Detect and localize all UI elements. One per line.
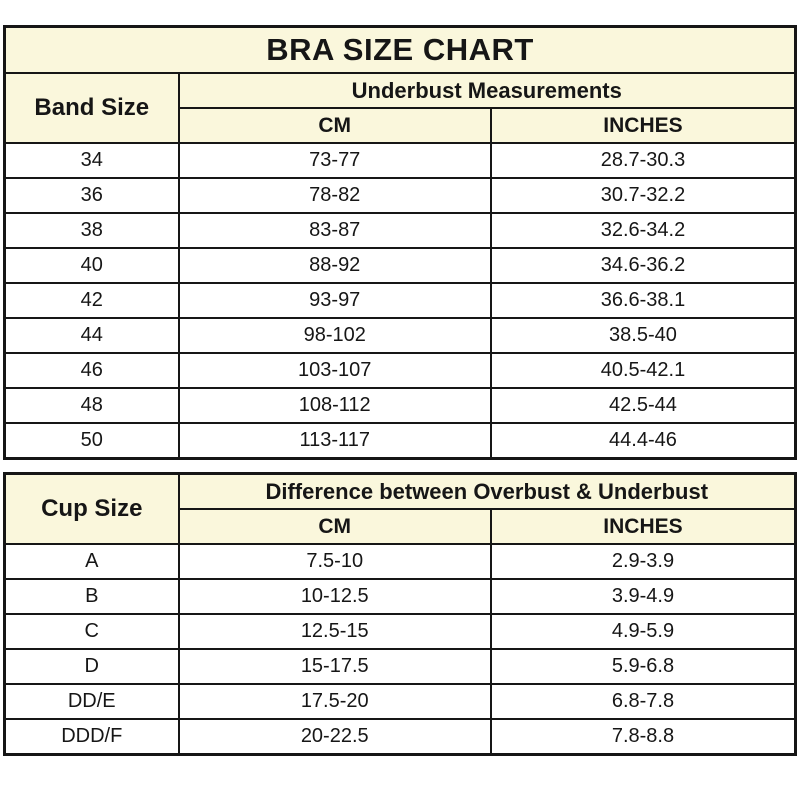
band-size-table-body: 34 73-77 28.7-30.3 36 78-82 30.7-32.2 38 83-87 3… <box>3 142 797 460</box>
value-cell: 7.5-10 <box>177 543 492 580</box>
table-row: 44 98-102 38.5-40 <box>3 317 797 354</box>
value-cell: 73-77 <box>177 142 492 179</box>
value-cell: 10-12.5 <box>177 578 492 615</box>
value-cell: 83-87 <box>177 212 492 249</box>
value-cell: 113-117 <box>177 422 492 460</box>
row-label-cell: C <box>3 613 180 650</box>
value-cell: 32.6-34.2 <box>489 212 797 249</box>
row-label-cell: DD/E <box>3 683 180 720</box>
row-label-cell: 46 <box>3 352 180 389</box>
value-cell: 28.7-30.3 <box>489 142 797 179</box>
value-cell: 78-82 <box>177 177 492 214</box>
table-row: 34 73-77 28.7-30.3 <box>3 142 797 179</box>
value-cell: 108-112 <box>177 387 492 424</box>
value-cell: 93-97 <box>177 282 492 319</box>
cm-header: CM <box>177 107 492 144</box>
value-cell: 20-22.5 <box>177 718 492 756</box>
table-row: B 10-12.5 3.9-4.9 <box>3 578 797 615</box>
value-cell: 38.5-40 <box>489 317 797 354</box>
row-label-cell: 44 <box>3 317 180 354</box>
row-label-cell: B <box>3 578 180 615</box>
sub-header-row: CM INCHES <box>5 508 797 545</box>
row-label-cell: 34 <box>3 142 180 179</box>
underbust-measurements-header: Underbust Measurements <box>177 72 797 109</box>
value-cell: 15-17.5 <box>177 648 492 685</box>
row-label-cell: A <box>3 543 180 580</box>
value-cell: 34.6-36.2 <box>489 247 797 284</box>
band-size-header: Band Size <box>3 72 180 144</box>
table-row: 42 93-97 36.6-38.1 <box>3 282 797 319</box>
value-cell: 40.5-42.1 <box>489 352 797 389</box>
inches-header: INCHES <box>489 107 797 144</box>
row-label-cell: D <box>3 648 180 685</box>
table-row: 50 113-117 44.4-46 <box>3 422 797 460</box>
table-row: 40 88-92 34.6-36.2 <box>3 247 797 284</box>
cup-size-table: Cup Size Difference between Overbust & U… <box>3 472 797 756</box>
cm-header: CM <box>177 508 492 545</box>
cup-size-table-header: Cup Size Difference between Overbust & U… <box>3 472 797 545</box>
value-cell: 44.4-46 <box>489 422 797 460</box>
value-cell: 88-92 <box>177 247 492 284</box>
value-cell: 6.8-7.8 <box>489 683 797 720</box>
value-cell: 5.9-6.8 <box>489 648 797 685</box>
value-cell: 3.9-4.9 <box>489 578 797 615</box>
sub-header-row: CM INCHES <box>5 107 797 144</box>
value-cell: 4.9-5.9 <box>489 613 797 650</box>
row-label-cell: 38 <box>3 212 180 249</box>
band-size-table-header: BRA SIZE CHART Band Size Underbust Measu… <box>3 25 797 144</box>
table-row: 38 83-87 32.6-34.2 <box>3 212 797 249</box>
table-row: D 15-17.5 5.9-6.8 <box>3 648 797 685</box>
value-cell: 36.6-38.1 <box>489 282 797 319</box>
table-row: 36 78-82 30.7-32.2 <box>3 177 797 214</box>
cup-size-table-body: A 7.5-10 2.9-3.9 B 10-12.5 3.9-4.9 C 12.5-15 4.9… <box>3 543 797 756</box>
value-cell: 7.8-8.8 <box>489 718 797 756</box>
table-row: A 7.5-10 2.9-3.9 <box>3 543 797 580</box>
value-cell: 30.7-32.2 <box>489 177 797 214</box>
table-row: 48 108-112 42.5-44 <box>3 387 797 424</box>
difference-overbust-underbust-header: Difference between Overbust & Underbust <box>177 472 797 510</box>
row-label-cell: 48 <box>3 387 180 424</box>
group-header-row: Band Size Underbust Measurements <box>3 72 797 144</box>
table-row: DD/E 17.5-20 6.8-7.8 <box>3 683 797 720</box>
value-cell: 98-102 <box>177 317 492 354</box>
inches-header: INCHES <box>489 508 797 545</box>
row-label-cell: 36 <box>3 177 180 214</box>
row-label-cell: 42 <box>3 282 180 319</box>
row-label-cell: DDD/F <box>3 718 180 756</box>
cup-size-header: Cup Size <box>3 472 180 545</box>
value-cell: 12.5-15 <box>177 613 492 650</box>
row-label-cell: 50 <box>3 422 180 460</box>
value-cell: 103-107 <box>177 352 492 389</box>
table-row: DDD/F 20-22.5 7.8-8.8 <box>3 718 797 756</box>
table-row: C 12.5-15 4.9-5.9 <box>3 613 797 650</box>
table-row: 46 103-107 40.5-42.1 <box>3 352 797 389</box>
group-header-row: Cup Size Difference between Overbust & U… <box>3 472 797 545</box>
row-label-cell: 40 <box>3 247 180 284</box>
value-cell: 42.5-44 <box>489 387 797 424</box>
table-title-row: BRA SIZE CHART <box>3 25 797 74</box>
band-size-table: BRA SIZE CHART Band Size Underbust Measu… <box>3 25 797 460</box>
table-gap <box>3 460 797 472</box>
value-cell: 2.9-3.9 <box>489 543 797 580</box>
value-cell: 17.5-20 <box>177 683 492 720</box>
chart-title: BRA SIZE CHART <box>3 25 797 74</box>
